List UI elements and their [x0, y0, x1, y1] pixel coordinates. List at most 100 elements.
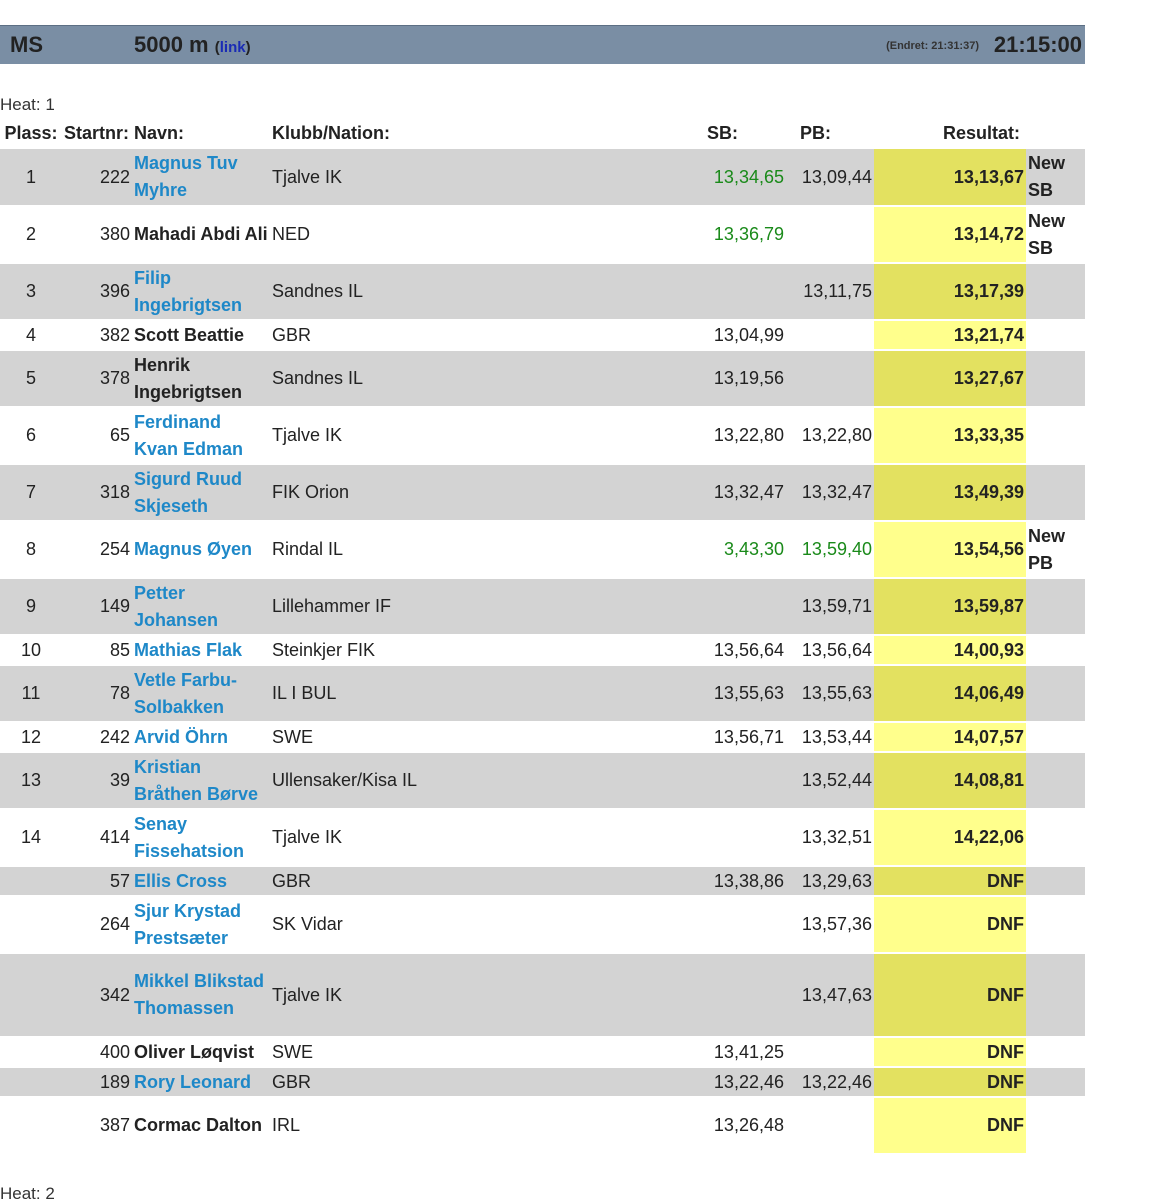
start-number-cell: 78 [62, 665, 132, 723]
result-cell: 14,22,06 [874, 809, 1026, 867]
athlete-link[interactable]: Sigurd Ruud Skjeseth [134, 468, 242, 516]
athlete-link[interactable]: Ellis Cross [134, 870, 228, 891]
start-number-cell: 264 [62, 896, 132, 954]
table-row: 387 Cormac Dalton IRL 13,26,48 DNF [0, 1097, 1085, 1155]
personal-best-cell: 13,32,51 [786, 809, 874, 867]
season-best-cell: 13,41,25 [626, 1037, 786, 1068]
place-cell: 4 [0, 320, 62, 351]
athlete-name-cell: Mahadi Abdi Ali [132, 206, 270, 264]
place-cell: 11 [0, 665, 62, 723]
table-row: 6 65 Ferdinand Kvan Edman Tjalve IK 13,22,80… [0, 407, 1085, 465]
place-cell [0, 1097, 62, 1155]
result-cell: DNF [874, 953, 1026, 1038]
club-cell: GBR [270, 866, 626, 897]
result-cell: DNF [874, 1067, 1026, 1098]
start-number-cell: 318 [62, 464, 132, 522]
start-number-cell: 382 [62, 320, 132, 351]
athlete-link[interactable]: Rory Leonard [134, 1071, 252, 1092]
place-cell: 14 [0, 809, 62, 867]
club-cell: NED [270, 206, 626, 264]
personal-best-cell: 13,59,71 [786, 578, 874, 636]
col-resultat: Resultat: [942, 123, 1020, 143]
athlete-link[interactable]: Magnus Tuv Myhre [134, 153, 238, 200]
result-cell: 14,07,57 [874, 722, 1026, 753]
personal-best-cell: 13,52,44 [786, 752, 874, 810]
event-link[interactable]: link [219, 39, 246, 56]
athlete-link[interactable]: Magnus Øyen [134, 539, 253, 559]
athlete-name-cell: Senay Fissehatsion [132, 809, 270, 867]
personal-best-cell [786, 320, 874, 351]
athlete-name: Oliver Løqvist [134, 1041, 255, 1062]
athlete-link[interactable]: Arvid Öhrn [134, 726, 229, 747]
link-close-paren: ) [245, 39, 251, 56]
event-class: MS [10, 32, 43, 57]
result-cell: 14,00,93 [874, 635, 1026, 666]
place-cell [0, 896, 62, 954]
result-cell: DNF [874, 896, 1026, 954]
table-row: 12 242 Arvid Öhrn SWE 13,56,71 13,53,44 14,07,… [0, 722, 1085, 753]
personal-best-cell: 13,22,46 [786, 1067, 874, 1098]
athlete-link[interactable]: Sjur Krystad Prestsæter [134, 900, 242, 948]
start-number-cell: 254 [62, 521, 132, 579]
athlete-link[interactable]: Mathias Flak [134, 639, 243, 660]
start-number-cell: 242 [62, 722, 132, 753]
athlete-name-cell: Sigurd Ruud Skjeseth [132, 464, 270, 522]
athlete-name-cell: Vetle Farbu-Solbakken [132, 665, 270, 723]
athlete-name-cell: Ellis Cross [132, 866, 270, 897]
start-number-cell: 189 [62, 1067, 132, 1098]
athlete-link[interactable]: Mikkel Blikstad Thomassen [134, 971, 265, 1018]
personal-best-cell: 13,57,36 [786, 896, 874, 954]
season-best-cell: 13,22,46 [626, 1067, 786, 1098]
table-row: 9 149 Petter Johansen Lillehammer IF 13,59,7… [0, 578, 1085, 636]
col-pb: PB: [800, 123, 831, 143]
season-best-cell: 13,56,71 [626, 722, 786, 753]
event-header: MS 5000 m (link) (Endret: 21:31:37) 21:1… [0, 25, 1085, 64]
record-note-cell [1026, 752, 1085, 810]
start-number-cell: 414 [62, 809, 132, 867]
table-row: 4 382 Scott Beattie GBR 13,04,99 13,21,74 [0, 320, 1085, 351]
club-cell: Sandnes IL [270, 263, 626, 321]
athlete-name-cell: Rory Leonard [132, 1067, 270, 1098]
table-row: 189 Rory Leonard GBR 13,22,46 13,22,46 DNF [0, 1067, 1085, 1098]
start-number-cell: 400 [62, 1037, 132, 1068]
athlete-name-cell: Filip Ingebrigtsen [132, 263, 270, 321]
table-row: 11 78 Vetle Farbu-Solbakken IL I BUL 13,55,6… [0, 665, 1085, 723]
record-note-cell [1026, 407, 1085, 465]
club-cell: Tjalve IK [270, 407, 626, 465]
place-cell [0, 1067, 62, 1098]
personal-best-cell: 13,47,63 [786, 953, 874, 1038]
record-note-cell [1026, 320, 1085, 351]
club-cell: Tjalve IK [270, 149, 626, 207]
personal-best-cell: 13,32,47 [786, 464, 874, 522]
athlete-link[interactable]: Kristian Bråthen Børve [134, 756, 259, 804]
athlete-link[interactable]: Ferdinand Kvan Edman [134, 411, 244, 459]
club-cell: SK Vidar [270, 896, 626, 954]
table-row: 14 414 Senay Fissehatsion Tjalve IK 13,32,51… [0, 809, 1085, 867]
record-note-cell [1026, 866, 1085, 897]
record-note-cell [1026, 1037, 1085, 1068]
place-cell: 1 [0, 149, 62, 207]
club-cell: Ullensaker/Kisa IL [270, 752, 626, 810]
club-cell: Tjalve IK [270, 809, 626, 867]
link-open-paren: ( [214, 39, 220, 56]
athlete-link[interactable]: Filip Ingebrigtsen [134, 267, 243, 315]
club-cell: Sandnes IL [270, 350, 626, 408]
record-note-cell [1026, 578, 1085, 636]
heat-1-label: Heat: 1 [0, 95, 55, 114]
heat-2-label: Heat: 2 [0, 1184, 55, 1203]
record-note-cell [1026, 350, 1085, 408]
athlete-link[interactable]: Senay Fissehatsion [134, 813, 245, 861]
place-cell: 2 [0, 206, 62, 264]
club-cell: SWE [270, 1037, 626, 1068]
athlete-link[interactable]: Vetle Farbu-Solbakken [134, 669, 238, 717]
result-cell: 13,13,67 [874, 149, 1026, 207]
athlete-link[interactable]: Petter Johansen [134, 582, 219, 630]
record-note-cell [1026, 809, 1085, 867]
result-cell: 13,17,39 [874, 263, 1026, 321]
personal-best-cell [786, 1097, 874, 1155]
season-best-cell: 3,43,30 [626, 521, 786, 579]
record-note-cell [1026, 1067, 1085, 1098]
season-best-cell: 13,34,65 [626, 149, 786, 207]
personal-best-cell: 13,29,63 [786, 866, 874, 897]
place-cell: 6 [0, 407, 62, 465]
